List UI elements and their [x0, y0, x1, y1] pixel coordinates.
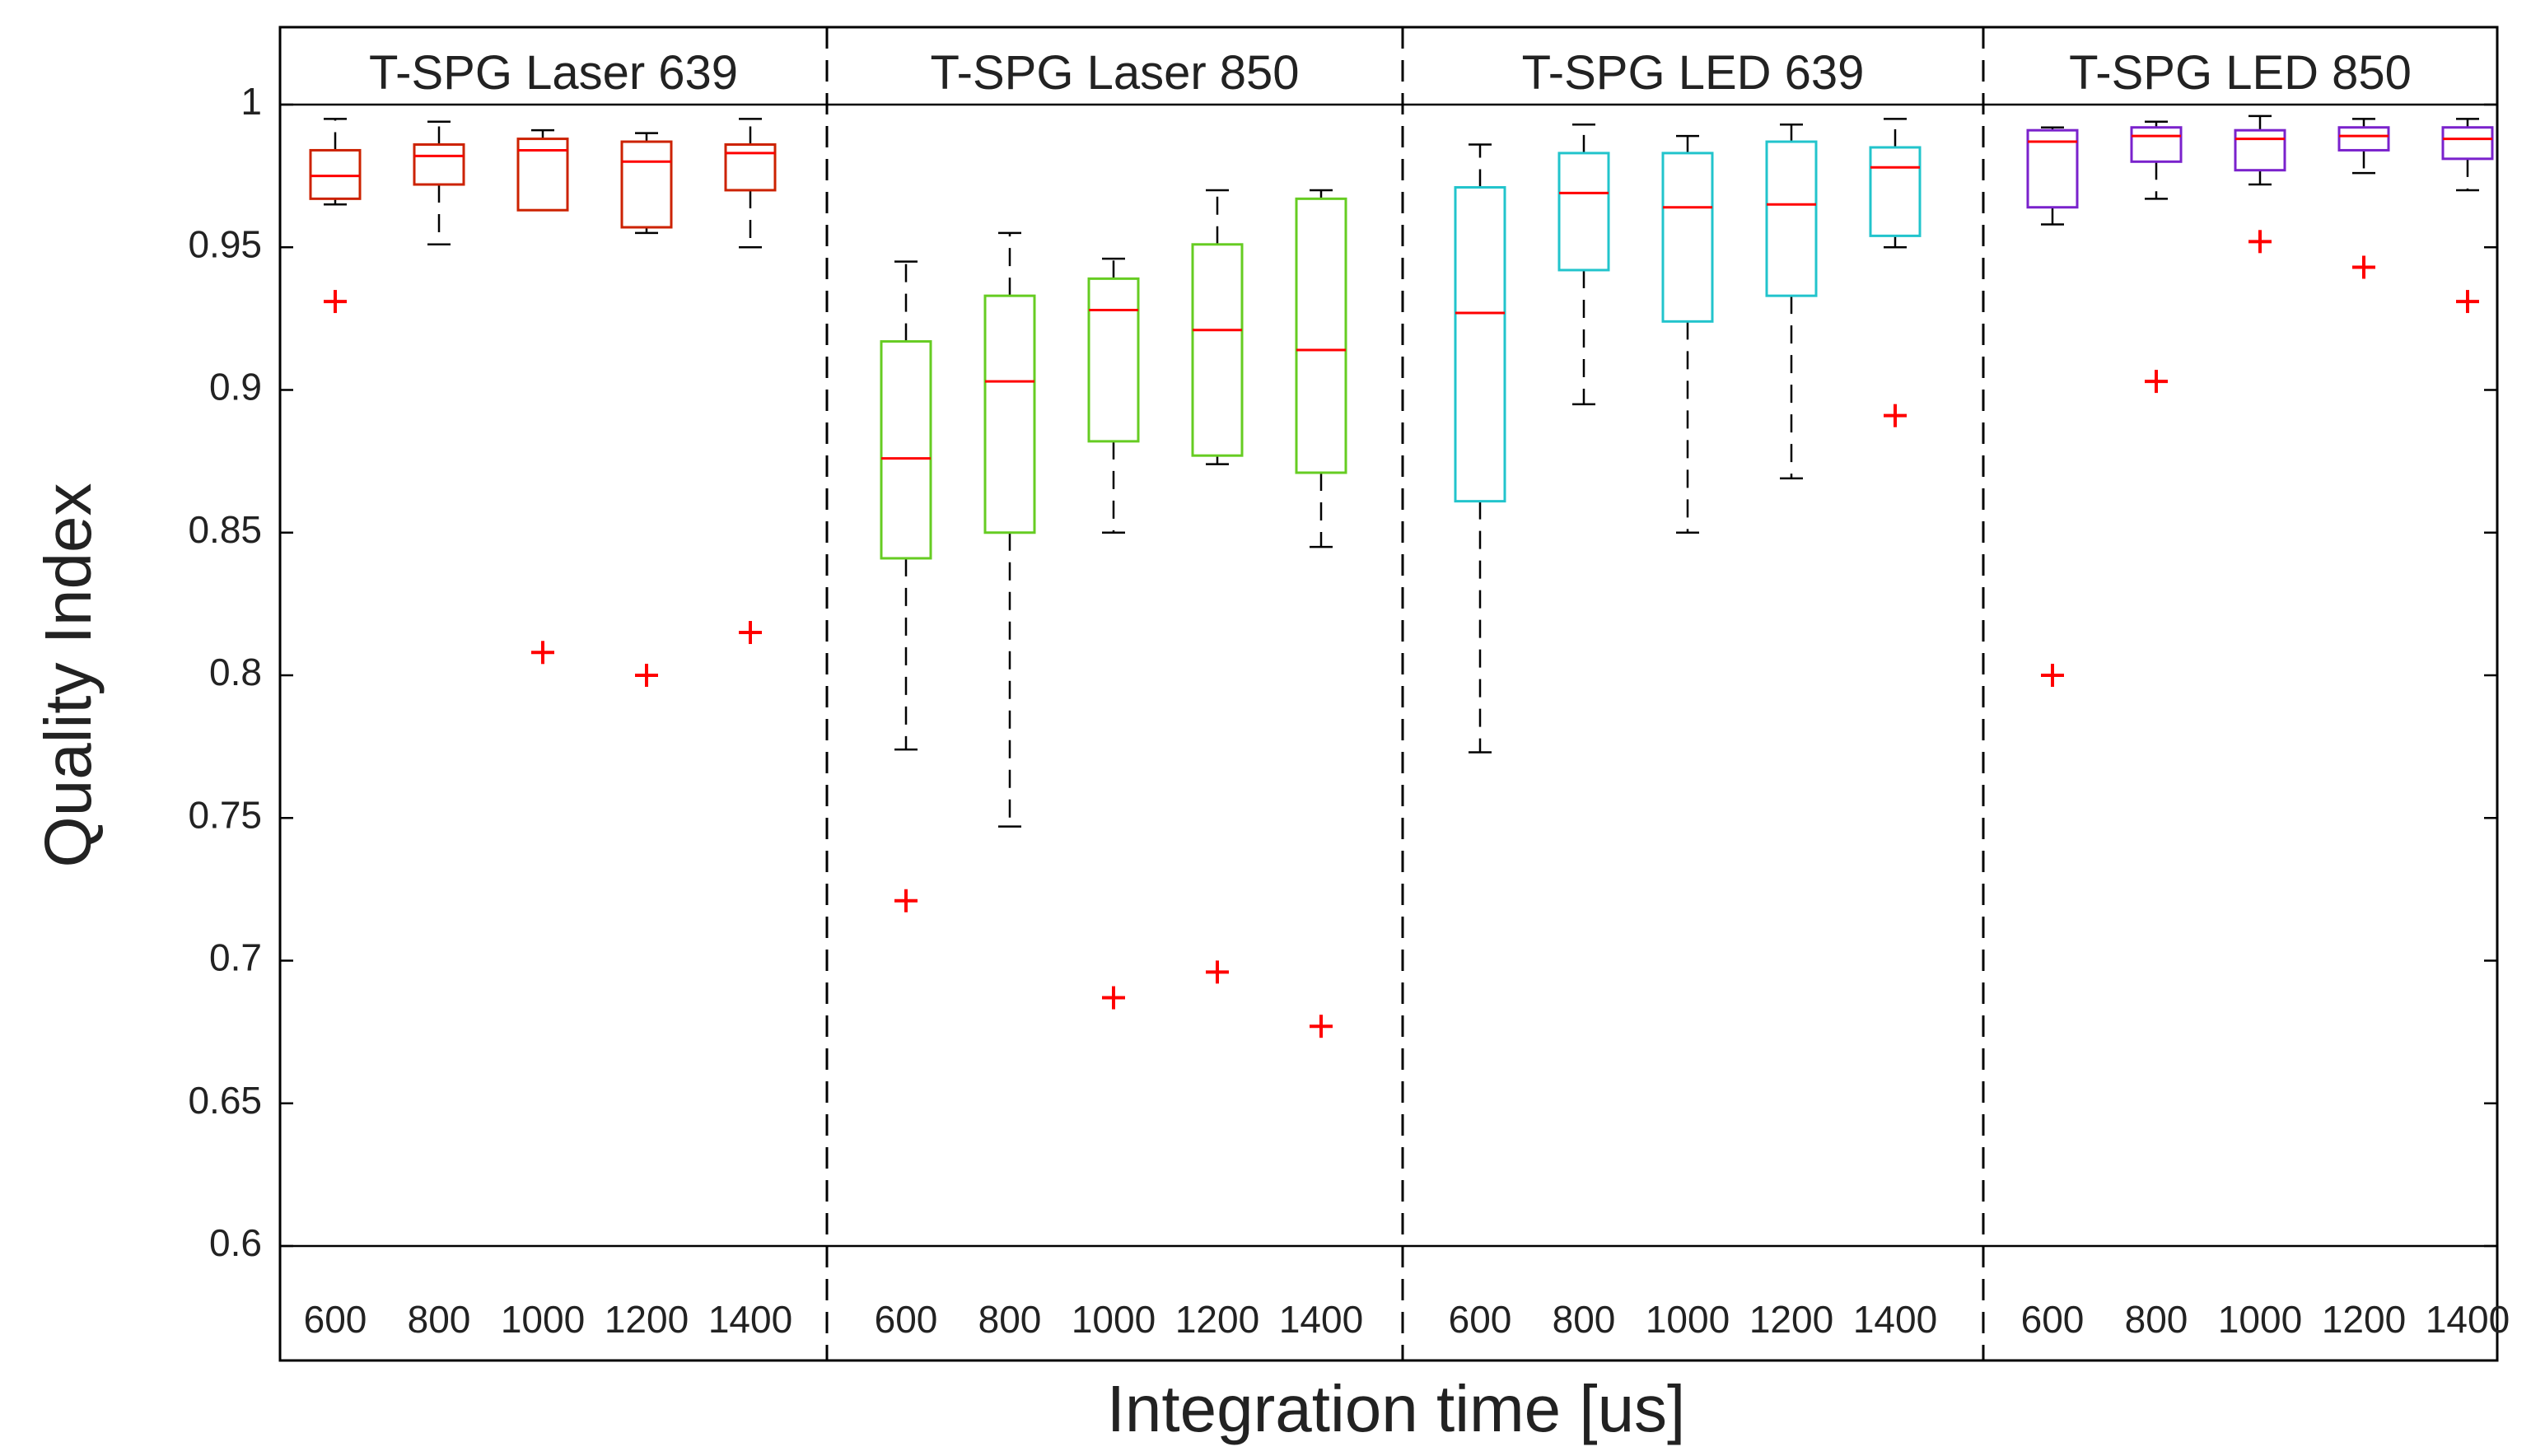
- outlier-marker: [2145, 370, 2168, 394]
- box: [1454, 143, 1506, 754]
- box-body: [413, 143, 465, 186]
- outer-frame: [278, 26, 2499, 1362]
- x-tick-label: 1000: [1072, 1298, 1156, 1341]
- x-tick-label: 800: [978, 1298, 1042, 1341]
- box: [1087, 257, 1140, 1010]
- box: [620, 132, 673, 687]
- box-body: [309, 148, 362, 200]
- x-tick-label: 1400: [708, 1298, 792, 1341]
- box-body: [2026, 128, 2079, 209]
- panel: T-SPG LED 850 600 800 1000 1200 1400: [2021, 46, 2510, 1341]
- box-body: [2337, 126, 2390, 152]
- x-axis-label: Integration time [us]: [1107, 1372, 1686, 1445]
- box-body: [2441, 126, 2494, 161]
- box: [413, 120, 465, 246]
- box: [1557, 124, 1610, 406]
- outlier-marker: [2352, 255, 2375, 279]
- box-body: [880, 340, 932, 560]
- box: [880, 260, 932, 912]
- x-tick-label: 1400: [2426, 1298, 2510, 1341]
- y-tick-label: 1: [240, 80, 262, 123]
- outlier-marker: [1884, 404, 1907, 427]
- box: [309, 118, 362, 314]
- x-tick-label: 600: [304, 1298, 367, 1341]
- y-tick-label: 0.7: [209, 936, 262, 979]
- box-body: [1765, 140, 1818, 297]
- x-tick-label: 600: [2021, 1298, 2085, 1341]
- box-body: [620, 140, 673, 229]
- y-tick-label: 0.85: [188, 508, 262, 551]
- box-body: [2130, 126, 2183, 163]
- panel-title: T-SPG LED 639: [1522, 46, 1865, 100]
- box-body: [2234, 128, 2286, 172]
- box-body: [1661, 152, 1714, 323]
- x-tick-label: 1400: [1853, 1298, 1937, 1341]
- box: [2130, 120, 2183, 394]
- outlier-marker: [894, 889, 918, 912]
- box: [1869, 118, 1922, 427]
- box: [1295, 189, 1347, 1038]
- box: [983, 231, 1036, 828]
- box-body: [983, 294, 1036, 534]
- x-tick-label: 1400: [1279, 1298, 1363, 1341]
- panel: T-SPG LED 639 600 800 1000 1200 1400: [1449, 46, 1938, 1341]
- x-tick-label: 1000: [2218, 1298, 2302, 1341]
- box: [1661, 134, 1714, 534]
- box-body: [1295, 197, 1347, 474]
- x-tick-label: 800: [408, 1298, 471, 1341]
- x-tick-label: 600: [1449, 1298, 1512, 1341]
- x-tick-label: 1200: [1749, 1298, 1833, 1341]
- box-body: [724, 143, 777, 192]
- y-tick-label: 0.75: [188, 793, 262, 836]
- y-tick-label: 0.65: [188, 1079, 262, 1122]
- y-tick-label: 0.9: [209, 366, 262, 408]
- outlier-marker: [2456, 290, 2479, 314]
- x-tick-label: 600: [875, 1298, 938, 1341]
- x-tick-label: 1000: [501, 1298, 585, 1341]
- outlier-marker: [1310, 1015, 1333, 1038]
- box: [1765, 124, 1818, 480]
- box: [2337, 118, 2390, 279]
- panel-title: T-SPG Laser 639: [369, 46, 738, 100]
- panel-title: T-SPG LED 850: [2069, 46, 2412, 100]
- y-tick-label: 0.6: [209, 1221, 262, 1264]
- y-axis-label: Quality Index: [31, 483, 105, 868]
- outlier-marker: [1206, 960, 1229, 984]
- outlier-marker: [739, 621, 762, 645]
- x-tick-label: 1200: [1175, 1298, 1259, 1341]
- outlier-marker: [531, 641, 554, 665]
- box-body: [1557, 152, 1610, 272]
- panel-title: T-SPG Laser 850: [930, 46, 1299, 100]
- outlier-marker: [2041, 664, 2064, 687]
- box-body: [1087, 277, 1140, 443]
- box: [1191, 189, 1244, 984]
- box: [2441, 118, 2494, 314]
- outlier-marker: [2248, 230, 2272, 254]
- outlier-marker: [1102, 986, 1125, 1010]
- box-body: [1869, 146, 1922, 237]
- y-axis: 1 0.95 0.9 0.85 0.8 0.75 0.7 0.65 0.6: [188, 80, 2497, 1264]
- outlier-marker: [324, 290, 347, 314]
- axes-layer: [278, 26, 2499, 1362]
- x-tick-label: 800: [2125, 1298, 2188, 1341]
- y-tick-label: 0.8: [209, 651, 262, 693]
- panel: T-SPG Laser 850 600 800 1000 1200 1400: [875, 46, 1364, 1341]
- panel: T-SPG Laser 639 600 800 1000 1200 1400: [304, 46, 793, 1341]
- y-tick-label: 0.95: [188, 222, 262, 265]
- x-tick-label: 1000: [1646, 1298, 1730, 1341]
- outlier-marker: [635, 664, 658, 687]
- x-tick-label: 800: [1553, 1298, 1616, 1341]
- x-tick-label: 1200: [2322, 1298, 2406, 1341]
- x-tick-label: 1200: [605, 1298, 689, 1341]
- box-body: [1191, 243, 1244, 457]
- box-body: [1454, 185, 1506, 503]
- box: [516, 128, 569, 665]
- box: [724, 118, 777, 645]
- box: [2026, 126, 2079, 687]
- box: [2234, 114, 2286, 254]
